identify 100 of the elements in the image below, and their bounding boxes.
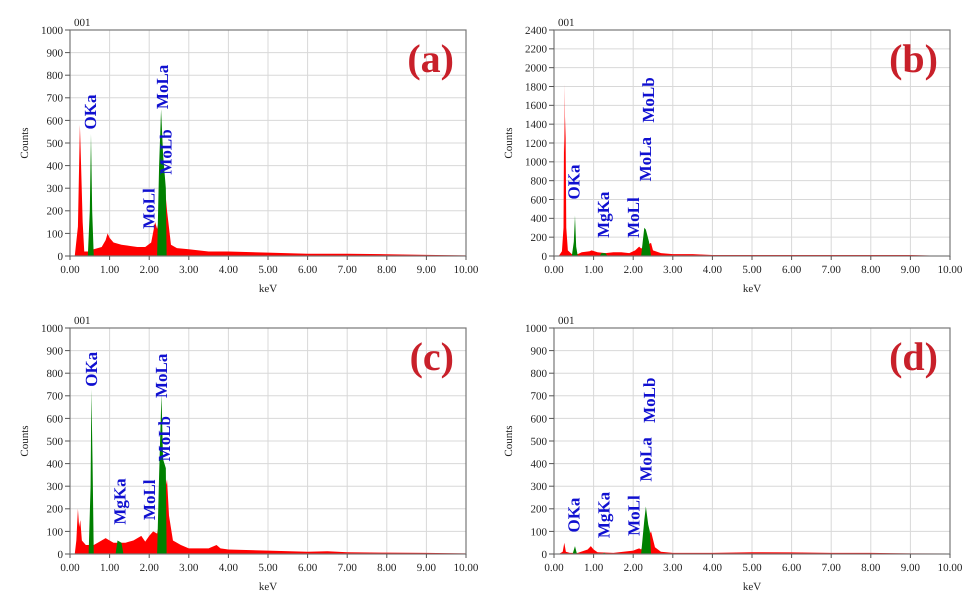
y-tick-label: 0 <box>58 250 64 263</box>
y-tick-label: 600 <box>530 194 548 206</box>
y-tick-label: 700 <box>46 390 64 403</box>
y-tick-label: 0 <box>542 250 548 263</box>
annotation: OKa <box>564 164 584 200</box>
annotation: MoLl <box>624 197 644 238</box>
y-tick-label: 400 <box>46 160 64 172</box>
x-axis-title: keV <box>258 581 278 593</box>
annotation: OKa <box>82 351 101 387</box>
y-tick-label: 0 <box>58 548 64 561</box>
y-tick-label: 700 <box>530 390 548 403</box>
x-tick-label: 10.00 <box>938 264 963 276</box>
annotation: (b) <box>889 36 938 81</box>
chart-title: 001 <box>558 315 574 327</box>
y-tick-label: 1000 <box>41 24 64 37</box>
y-tick-label: 2400 <box>525 24 548 37</box>
x-tick-label: 9.00 <box>900 264 921 276</box>
y-tick-label: 1000 <box>41 322 64 335</box>
x-tick-label: 1.00 <box>100 264 120 276</box>
chart-title: 001 <box>558 17 574 29</box>
annotation: MoLa <box>636 136 655 182</box>
chart-title: 001 <box>74 17 90 29</box>
y-axis-title: Counts <box>19 127 31 159</box>
annotation: MoLa <box>636 436 656 482</box>
annotation: MoLl <box>140 479 160 520</box>
x-tick-label: 4.00 <box>702 264 723 276</box>
x-tick-label: 6.00 <box>298 264 318 276</box>
x-tick-label: 1.00 <box>100 562 120 574</box>
y-tick-label: 200 <box>530 232 548 244</box>
y-tick-label: 2200 <box>525 44 548 56</box>
x-tick-label: 7.00 <box>822 264 842 276</box>
x-tick-label: 6.00 <box>782 562 802 574</box>
annotation: MoLb <box>156 129 176 175</box>
x-tick-label: 5.00 <box>258 562 278 574</box>
y-tick-label: 700 <box>46 92 64 105</box>
y-tick-label: 1600 <box>525 100 548 112</box>
x-tick-label: 5.00 <box>742 562 762 574</box>
x-tick-label: 1.00 <box>584 264 604 276</box>
x-tick-label: 2.00 <box>624 264 644 276</box>
x-tick-label: 4.00 <box>702 562 723 574</box>
annotation: MoLb <box>640 378 659 423</box>
annotation: OKa <box>564 497 584 533</box>
y-tick-label: 900 <box>530 345 548 358</box>
y-tick-label: 400 <box>530 213 548 226</box>
annotation: (c) <box>410 334 454 379</box>
annotation: MgKa <box>594 491 614 538</box>
y-tick-label: 1200 <box>525 138 548 150</box>
annotation: MoLa <box>152 64 172 110</box>
x-tick-label: 8.00 <box>377 264 397 276</box>
x-tick-label: 5.00 <box>258 264 278 276</box>
y-tick-label: 600 <box>46 115 64 128</box>
x-tick-label: 9.00 <box>416 562 437 574</box>
y-tick-label: 100 <box>46 228 64 240</box>
x-tick-label: 6.00 <box>298 562 318 574</box>
x-axis-title: keV <box>742 283 762 295</box>
y-tick-label: 600 <box>530 413 548 426</box>
x-tick-label: 3.00 <box>663 264 683 276</box>
chart-title: 001 <box>74 315 90 327</box>
y-tick-label: 800 <box>46 368 64 380</box>
y-tick-label: 800 <box>46 70 64 82</box>
x-axis-title: keV <box>258 283 278 295</box>
y-tick-label: 1800 <box>525 81 548 94</box>
annotation: (a) <box>407 36 454 81</box>
x-tick-label: 10.00 <box>454 562 479 574</box>
annotation: (d) <box>889 334 938 379</box>
x-tick-label: 2.00 <box>140 264 160 276</box>
annotation: MgKa <box>110 478 130 525</box>
y-tick-label: 900 <box>46 345 64 358</box>
x-tick-label: 0.00 <box>60 562 80 574</box>
y-tick-label: 0 <box>542 548 548 561</box>
y-tick-label: 500 <box>530 436 548 448</box>
y-tick-label: 1000 <box>525 322 548 335</box>
y-tick-label: 300 <box>46 183 64 196</box>
x-tick-label: 0.00 <box>60 264 80 276</box>
x-tick-label: 2.00 <box>624 562 644 574</box>
x-tick-label: 7.00 <box>822 562 842 574</box>
y-tick-label: 800 <box>530 368 548 380</box>
y-tick-label: 1000 <box>525 156 548 169</box>
annotation: MgKa <box>594 191 613 238</box>
x-tick-label: 7.00 <box>338 264 358 276</box>
y-tick-label: 300 <box>46 481 64 494</box>
annotation: MoLl <box>624 495 644 536</box>
x-tick-label: 8.00 <box>861 264 881 276</box>
annotation: MoLa <box>152 353 171 398</box>
x-tick-label: 3.00 <box>179 264 199 276</box>
x-tick-label: 5.00 <box>742 264 762 276</box>
y-tick-label: 900 <box>46 47 64 60</box>
y-tick-label: 800 <box>530 176 548 188</box>
x-tick-label: 1.00 <box>584 562 604 574</box>
y-tick-label: 2000 <box>525 62 548 75</box>
y-tick-label: 500 <box>46 436 64 448</box>
y-tick-label: 1400 <box>525 119 548 132</box>
x-tick-label: 4.00 <box>218 264 239 276</box>
x-tick-label: 3.00 <box>179 562 199 574</box>
x-tick-label: 6.00 <box>782 264 802 276</box>
annotation: MoLl <box>140 188 159 229</box>
y-tick-label: 300 <box>530 481 548 494</box>
y-tick-label: 200 <box>46 504 64 516</box>
y-tick-label: 100 <box>46 526 64 538</box>
y-axis-title: Counts <box>503 425 515 457</box>
